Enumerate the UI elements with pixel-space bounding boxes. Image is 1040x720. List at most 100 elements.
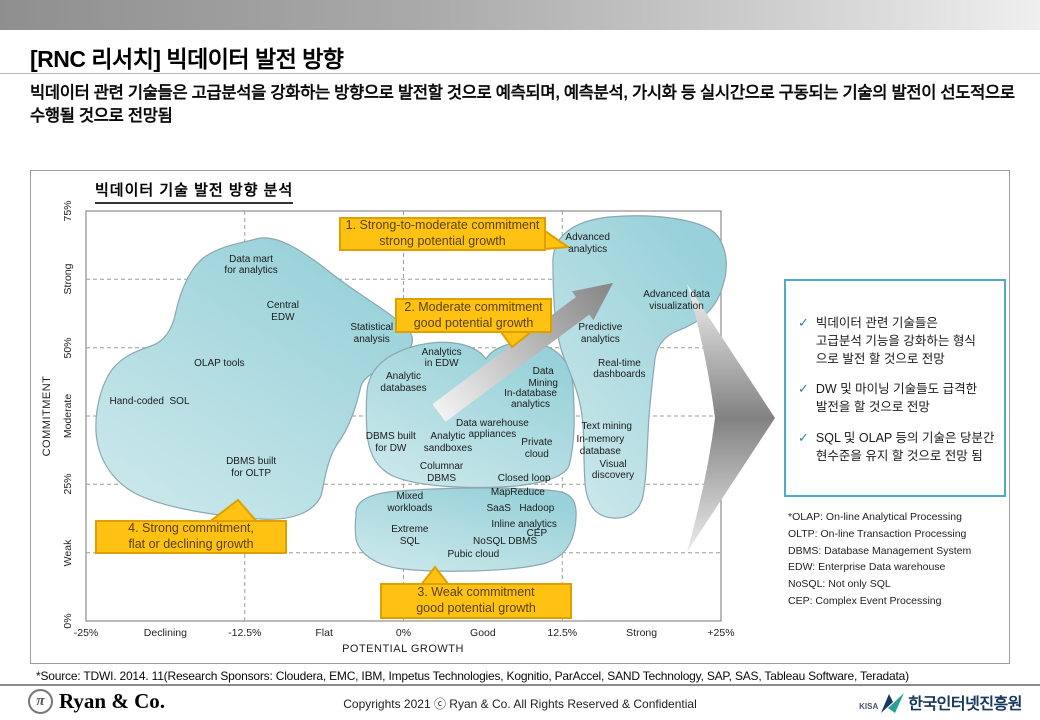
note-text: 빅데이터 관련 기술들은 고급분석 기능을 강화하는 형식 으로 발전 할 것으… [815,316,976,366]
tech-label: Columnar DBMS [419,461,464,485]
tech-label: NoSQL DBMS [473,535,538,547]
plot-overlay: 빅데이터 기술 발전 방향 분석 COMMITMENT POTENTIAL GR… [31,171,1011,665]
tech-label: Data Mining [528,365,558,389]
tech-label: Real-time dashboards [593,357,646,381]
tech-label: Central EDW [266,300,299,324]
tech-label: DBMS built for OLTP [226,456,277,479]
glossary-line: EDW: Enterprise Data warehouse [788,561,946,574]
tech-label: Visual discovery [591,458,635,482]
tech-label: Data mart for analytics [224,253,278,277]
tech-label: Predictive analytics [578,322,623,345]
glossary-line: CEP: Complex Event Processing [788,594,942,607]
y-tick-label: 0% [62,613,74,629]
header-gradient-bar [0,0,1040,30]
callout-3-box [380,583,572,619]
tech-label: Private cloud [521,437,553,460]
y-tick-label: 25% [62,473,74,495]
tech-label: Analytic databases [380,371,427,395]
blob-weak-commitment [354,487,577,572]
note-item: ✓ DW 및 마이닝 기술들도 급격한 발전을 할 것으로 전망 [798,381,996,417]
glossary-line: DBMS: Database Management System [788,544,972,557]
tech-label: In-memory database [576,434,625,458]
kisa-logo: KISA 한국인터넷진흥원 [859,690,1022,714]
trend-arrow [432,283,613,422]
tech-label: Pubic cloud [447,549,500,561]
tech-label: Advanced analytics [565,232,610,255]
y-tick-label: Strong [62,263,74,295]
tech-label: OLAP tools [194,358,245,370]
tech-label: Inline analytics [491,519,557,531]
check-icon: ✓ [798,381,809,397]
chart-figure: 빅데이터 기술 발전 방향 분석 COMMITMENT POTENTIAL GR… [30,170,1010,664]
tech-label: Closed loop [497,472,551,484]
kisa-name-text: 한국인터넷진흥원 [908,696,1022,713]
tech-label: Text mining [581,421,632,433]
tech-label: Hand-coded SOL [109,396,190,408]
glossary-line: OLTP: On-line Transaction Processing [788,527,967,540]
title-divider [0,73,1040,74]
x-tick-label: Declining [143,627,187,639]
callout-3-label: 3. Weak commitment good potential growth [416,585,536,615]
chevron-arrow [687,284,775,552]
tech-label: Data warehouse appliances [455,417,529,441]
x-tick-label: +25% [707,627,735,639]
y-tick-label: Moderate [62,393,74,439]
kisa-logo-mark [881,693,905,713]
check-icon: ✓ [798,315,809,330]
tech-label: SaaS [486,503,511,515]
callout-2-label: 2. Moderate commitment good potential gr… [404,299,543,330]
y-tick-label: Weak [62,539,74,566]
tech-label: CEP [526,527,548,539]
x-axis-title: POTENTIAL GROWTH [342,643,464,655]
kisa-small-text: KISA [859,702,879,711]
tech-label: Analytic sandboxes [423,431,473,455]
callout-4-label: 4. Strong commitment, flat or declining … [128,521,254,551]
callout-2-box [395,298,552,333]
tech-label: Analytics in EDW [421,346,462,370]
y-tick-label: 50% [62,337,74,359]
copyright-text: Copyrights 2021 ⓒ Ryan & Co. All Rights … [343,697,697,711]
chart-title: 빅데이터 기술 발전 방향 분석 [95,179,294,204]
x-tick-label: -12.5% [228,627,262,639]
tech-label: Mixed workloads [387,491,433,515]
footer-divider [0,684,1040,686]
ryan-co-logo: π Ryan & Co. [28,689,165,714]
blob-moderate-commitment [365,341,575,489]
note-text: DW 및 마이닝 기술들도 급격한 발전을 할 것으로 전망 [815,382,978,414]
pi-logo-icon: π [28,689,53,714]
callout-1-box [339,217,546,251]
note-item: ✓ SQL 및 OLAP 등의 기술은 당분간 현수준을 유지 할 것으로 전망 … [798,430,996,466]
check-icon: ✓ [798,429,809,445]
tech-label: DBMS built for DW [365,431,416,455]
callout-1-label: 1. Strong-to-moderate commitment strong … [345,218,540,248]
x-tick-label: -25% [73,627,99,639]
brand-name: Ryan & Co. [59,689,166,713]
callout-shapes [95,217,572,619]
x-tick-label: Good [470,627,496,639]
footer: π Ryan & Co. Copyrights 2021 ⓒ Ryan & Co… [0,687,1040,720]
tech-label: Hadoop [519,503,555,515]
tech-label: MapReduce [490,486,545,498]
insight-panel: ✓ 빅데이터 관련 기술들은 고급분석 기능을 강화하는 형식 으로 발전 할 것… [784,279,1006,497]
source-note: *Source: TDWI. 2014. 11(Research Sponsor… [36,669,909,683]
tech-label: Extreme SQL [391,524,429,548]
page-subtitle: 빅데이터 관련 기술들은 고급분석을 강화하는 방향으로 발전할 것으로 예측되… [30,84,1015,126]
tech-label: Statistical analysis [350,322,394,345]
y-tick-label: 75% [62,200,74,222]
callout-4-box [95,520,287,554]
x-tick-label: Strong [626,627,658,639]
chart-canvas [85,210,775,622]
page-title: [RNC 리서치] 빅데이터 발전 방향 [30,46,344,72]
y-axis-title: COMMITMENT [41,375,53,457]
note-item: ✓ 빅데이터 관련 기술들은 고급분석 기능을 강화하는 형식 으로 발전 할 것… [798,315,996,368]
glossary-line: NoSQL: Not only SQL [788,578,891,591]
x-tick-label: 0% [395,627,412,639]
x-tick-label: 12.5% [547,627,578,639]
tech-label: In-database analytics [504,387,557,411]
glossary-line: *OLAP: On-line Analytical Processing [788,511,962,523]
tech-label: Advanced data visualization [643,289,710,313]
glossary: *OLAP: On-line Analytical Processing OLTP… [788,509,1008,610]
x-tick-label: Flat [315,627,333,639]
note-text: SQL 및 OLAP 등의 기술은 당분간 현수준을 유지 할 것으로 전망 됨 [815,430,995,463]
